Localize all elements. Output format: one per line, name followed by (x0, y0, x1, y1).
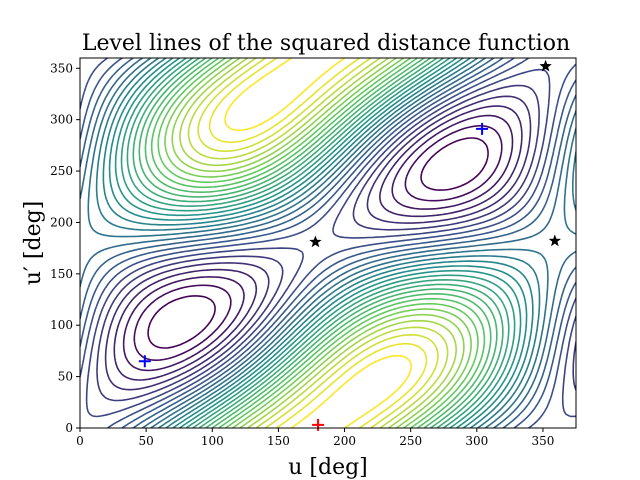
contour-level (80, 58, 576, 428)
y-axis-label: u′ [deg] (21, 201, 46, 286)
contour-level (157, 58, 479, 428)
contour-level (150, 58, 486, 428)
contour-lines (80, 58, 576, 428)
chart-title: Level lines of the squared distance func… (82, 31, 570, 56)
y-tick-label: 200 (50, 215, 73, 229)
contour-level (147, 137, 489, 349)
contour-level (96, 84, 576, 402)
contour-level (120, 58, 516, 428)
contour-level (122, 114, 514, 372)
x-tick-label: 150 (267, 434, 290, 448)
contour-level (85, 68, 576, 418)
plus-marker (312, 418, 325, 431)
contour-level (171, 58, 465, 428)
x-tick-label: 350 (531, 434, 554, 448)
star-marker (309, 235, 322, 248)
star-marker (548, 234, 561, 247)
x-tick-label: 100 (201, 434, 224, 448)
contour-level (179, 58, 457, 428)
contour-level (197, 58, 439, 428)
y-tick-label: 100 (50, 318, 73, 332)
x-tick-label: 200 (333, 434, 356, 448)
contour-level (108, 58, 528, 428)
x-axis-label: u [deg] (288, 455, 368, 480)
plus-marker (476, 122, 489, 135)
contour-level (80, 58, 576, 428)
contour-level (95, 58, 576, 428)
contour-level (132, 58, 504, 428)
x-axis-ticks: 0 50 100 150 200 250 300 350 (76, 428, 554, 448)
contour-level (113, 105, 523, 381)
y-tick-label: 300 (50, 113, 73, 127)
y-tick-label: 150 (50, 267, 73, 281)
y-tick-label: 350 (50, 61, 73, 75)
x-tick-label: 50 (138, 434, 153, 448)
star-marker (539, 59, 552, 72)
y-tick-label: 50 (58, 370, 73, 384)
contour-level (104, 95, 532, 391)
y-tick-label: 0 (65, 421, 73, 435)
plot-frame (79, 57, 577, 429)
contour-level (187, 58, 449, 428)
contour-level (164, 58, 472, 428)
x-tick-label: 0 (76, 434, 84, 448)
y-tick-label: 250 (50, 164, 73, 178)
contour-level (102, 58, 534, 428)
contour-level (80, 58, 576, 428)
contour-level (208, 58, 428, 428)
contour-level (87, 58, 576, 428)
contour-level (126, 58, 510, 428)
contour-level (224, 58, 412, 428)
y-axis-ticks: 0 50 100 150 200 250 300 350 (50, 61, 80, 435)
x-tick-label: 250 (399, 434, 422, 448)
contour-level (138, 58, 498, 428)
contour-level (144, 58, 492, 428)
contour-level (114, 58, 522, 428)
plus-marker (138, 355, 151, 368)
markers (138, 59, 561, 431)
x-tick-label: 300 (465, 434, 488, 448)
contour-level (80, 58, 576, 428)
